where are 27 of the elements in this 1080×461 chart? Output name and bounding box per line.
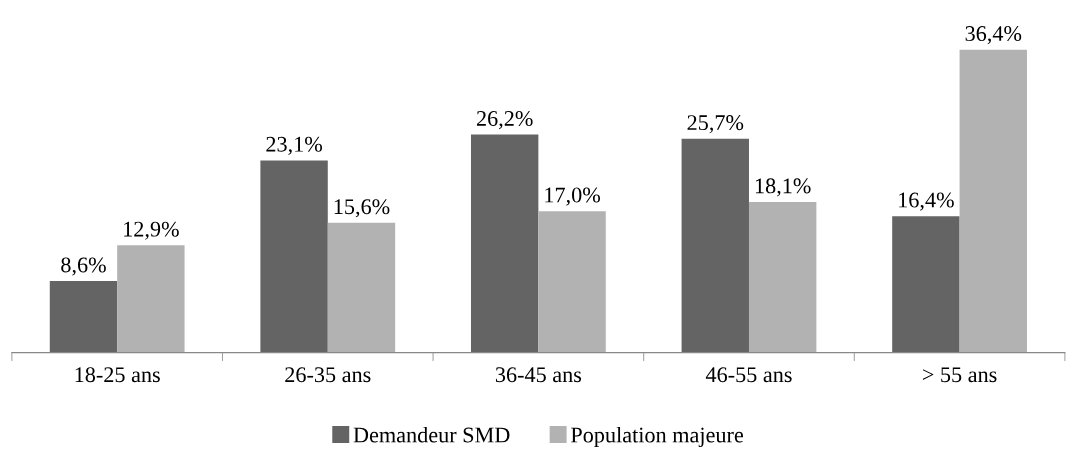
x-tick-label: 46-55 ans: [705, 367, 792, 383]
bar: [748, 202, 817, 353]
data-label: 26,2%: [476, 110, 533, 130]
data-label: 25,7%: [687, 115, 744, 134]
data-label: 23,1%: [266, 136, 323, 155]
data-label: 15,6%: [334, 199, 390, 218]
x-tick-label: 26-35 ans: [285, 367, 371, 383]
bar: [260, 160, 328, 353]
data-label: 12,9%: [124, 221, 179, 240]
bar: [117, 245, 185, 353]
bar: [892, 216, 960, 353]
x-tick-label: 18-25 ans: [75, 367, 160, 383]
x-tick-label: > 55 ans: [922, 367, 997, 383]
data-label: 18,1%: [755, 178, 811, 197]
bar: [327, 222, 396, 353]
bar: [681, 138, 749, 353]
bar: [959, 49, 1027, 353]
bar: [470, 134, 539, 353]
legend-label: Population majeure: [571, 426, 744, 448]
data-label: 8,6%: [61, 257, 106, 276]
data-label: 17,0%: [545, 187, 601, 206]
data-label: 36,4%: [965, 26, 1022, 45]
legend-label: Demandeur SMD: [353, 426, 510, 443]
bar: [538, 211, 606, 353]
x-tick-label: 36-45 ans: [495, 367, 582, 383]
data-label: 16,4%: [899, 192, 954, 211]
bar: [49, 281, 118, 353]
